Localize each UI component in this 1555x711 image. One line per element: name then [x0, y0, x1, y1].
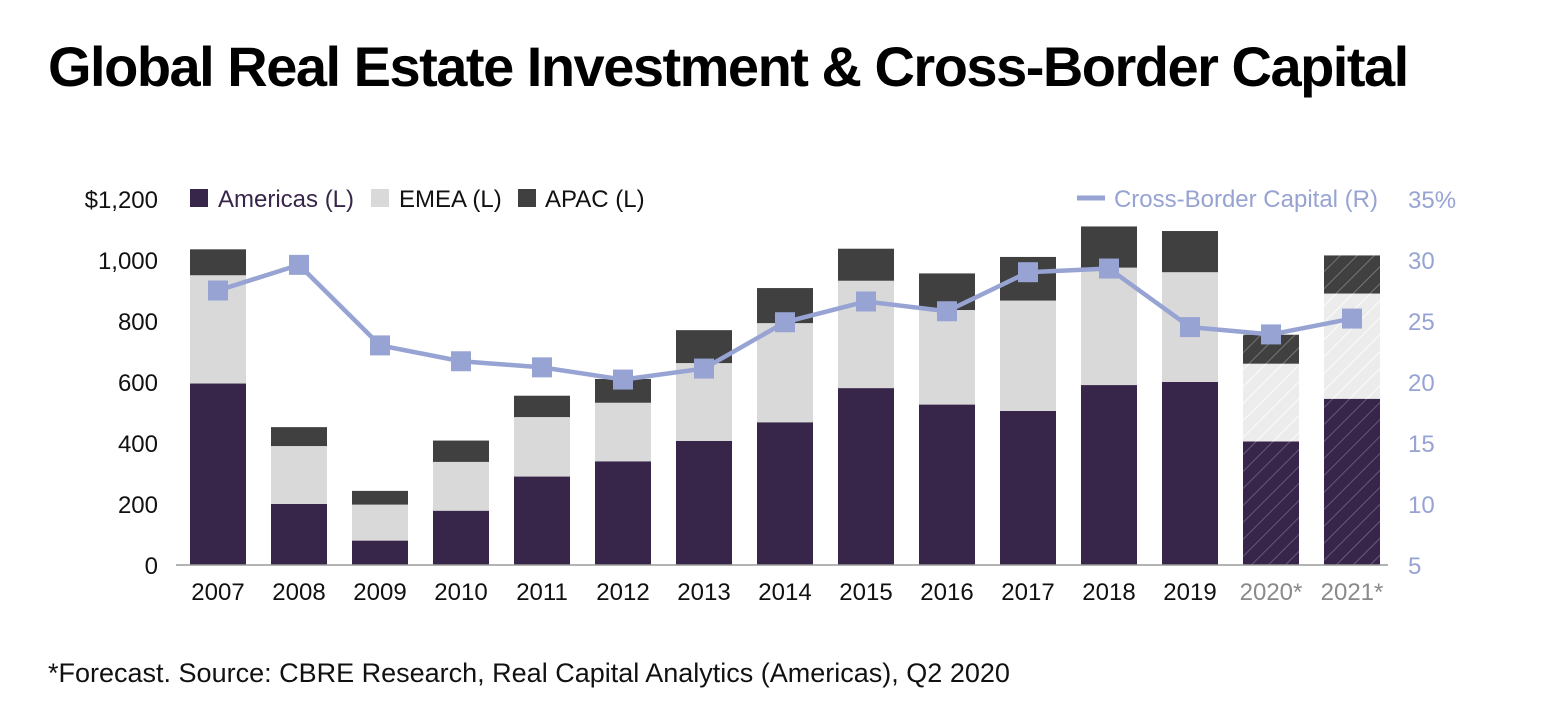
bar-americas-2008 — [271, 504, 327, 565]
cross-border-marker — [613, 369, 633, 390]
y-right-tick-label: 30 — [1408, 248, 1435, 275]
cross-border-line — [208, 254, 1362, 390]
cross-border-marker — [694, 358, 714, 379]
y-right-tick-label: 20 — [1408, 370, 1435, 397]
cross-border-marker — [856, 291, 876, 312]
cross-border-marker — [775, 312, 795, 333]
bar-americas-2014 — [757, 422, 813, 565]
bar-americas-2012 — [595, 461, 651, 565]
x-tick-label: 2007 — [191, 579, 244, 606]
y-left-tick-label: 400 — [118, 431, 158, 458]
y-right-tick-label: 10 — [1408, 492, 1435, 519]
x-tick-label: 2008 — [272, 579, 325, 606]
x-tick-label: 2012 — [596, 579, 649, 606]
bar-emea-2010 — [433, 461, 489, 511]
x-tick-label: 2015 — [839, 579, 892, 606]
bar-emea-2012 — [595, 402, 651, 462]
y-right-tick-label: 15 — [1408, 431, 1435, 458]
x-tick-label: 2013 — [677, 579, 730, 606]
y-left-tick-label: 600 — [118, 370, 158, 397]
legend-label-cross-border: Cross-Border Capital (R) — [1114, 186, 1378, 213]
legend-label-emea: EMEA (L) — [399, 186, 502, 213]
legend-label-apac: APAC (L) — [545, 186, 645, 213]
x-tick-label: 2010 — [434, 579, 487, 606]
y-right-tick-label: 35% — [1408, 187, 1456, 214]
bar-emea-2016 — [919, 310, 975, 405]
cross-border-marker — [1342, 308, 1362, 329]
bar-emea-2008 — [271, 446, 327, 504]
bar-apac-2012 — [595, 378, 651, 403]
x-tick-label: 2021* — [1321, 579, 1384, 606]
x-tick-label: 2016 — [920, 579, 973, 606]
x-tick-label: 2014 — [758, 579, 811, 606]
y-right-tick-label: 5 — [1408, 553, 1421, 580]
bar-apac-2007 — [190, 249, 246, 276]
bar-emea-2011 — [514, 417, 570, 477]
bar-apac-2015 — [838, 248, 894, 281]
x-tick-label: 2009 — [353, 579, 406, 606]
bars — [190, 226, 1380, 565]
cross-border-marker — [289, 254, 309, 275]
bar-americas-2016 — [919, 404, 975, 565]
bar-apac-2021-forecast — [1324, 255, 1380, 294]
bar-americas-2018 — [1081, 385, 1137, 565]
bar-apac-2008 — [271, 427, 327, 447]
bar-americas-2013 — [676, 440, 732, 565]
bar-americas-2011 — [514, 476, 570, 565]
cross-border-marker — [1099, 258, 1119, 279]
bar-americas-2019 — [1162, 382, 1218, 565]
x-tick-label: 2019 — [1163, 579, 1216, 606]
bar-apac-2009 — [352, 490, 408, 505]
bar-americas-2015 — [838, 388, 894, 565]
y-left-tick-label: 1,000 — [98, 248, 158, 275]
x-tick-label: 2011 — [516, 579, 568, 606]
footnote: *Forecast. Source: CBRE Research, Real C… — [48, 658, 1010, 688]
x-tick-label: 2017 — [1001, 579, 1054, 606]
y-left-tick-label: 200 — [118, 492, 158, 519]
legend-swatch-apac — [518, 189, 536, 207]
legend: Americas (L) EMEA (L) APAC (L) Cross-Bor… — [190, 186, 1378, 213]
legend-swatch-americas — [190, 189, 208, 207]
bar-emea-2018 — [1081, 267, 1137, 386]
bar-americas-2020-forecast — [1243, 441, 1299, 565]
bar-americas-2010 — [433, 510, 489, 565]
bar-emea-2009 — [352, 504, 408, 541]
cross-border-marker — [1261, 324, 1281, 345]
cross-border-marker — [451, 351, 471, 372]
bar-emea-2017 — [1000, 300, 1056, 411]
y-axis-left: 0 200 400 600 800 1,000 $1,200 — [85, 187, 158, 580]
cross-border-marker — [532, 357, 552, 378]
bar-apac-2019 — [1162, 231, 1218, 273]
bar-americas-2021-forecast — [1324, 398, 1380, 565]
bar-americas-2009 — [352, 540, 408, 565]
cross-border-marker — [208, 280, 228, 301]
bar-americas-2017 — [1000, 410, 1056, 565]
x-tick-label: 2018 — [1082, 579, 1135, 606]
cross-border-marker — [1018, 262, 1038, 283]
x-axis: 2007 2008 2009 2010 2011 2012 2013 2014 2015 2016… — [191, 579, 1383, 606]
y-left-tick-label: 0 — [145, 553, 158, 580]
cross-border-marker — [1180, 317, 1200, 338]
x-tick-label: 2020* — [1240, 579, 1303, 606]
bar-apac-2011 — [514, 395, 570, 418]
bar-americas-2007 — [190, 383, 246, 565]
bar-emea-2020-forecast — [1243, 363, 1299, 442]
y-left-tick-label: $1,200 — [85, 187, 158, 214]
y-right-tick-label: 25 — [1408, 309, 1435, 336]
legend-label-americas: Americas (L) — [218, 186, 354, 213]
cross-border-marker — [370, 335, 390, 356]
y-left-tick-label: 800 — [118, 309, 158, 336]
bar-apac-2010 — [433, 440, 489, 462]
bar-emea-2014 — [757, 323, 813, 423]
y-axis-right: 5 10 15 20 25 30 35% — [1408, 187, 1456, 580]
page-title: Global Real Estate Investment & Cross-Bo… — [48, 35, 1409, 98]
cross-border-marker — [937, 301, 957, 322]
legend-swatch-emea — [371, 189, 389, 207]
